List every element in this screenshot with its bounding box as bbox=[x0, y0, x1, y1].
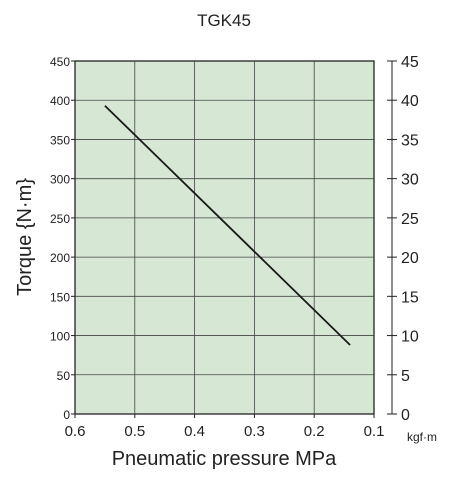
y-tick-label: 150 bbox=[50, 290, 70, 304]
x-tick-label: 0.4 bbox=[184, 423, 205, 440]
y2-tick-label: 45 bbox=[401, 54, 419, 71]
grid-lines bbox=[75, 61, 374, 414]
y2-tick-label: 0 bbox=[401, 407, 410, 424]
y2-tick-label: 35 bbox=[401, 132, 419, 149]
x-tick-label: 0.1 bbox=[364, 423, 385, 440]
x-tick-label: 0.6 bbox=[65, 423, 86, 440]
y2-tick-label: 30 bbox=[401, 172, 419, 189]
x-tick-label: 0.5 bbox=[124, 423, 145, 440]
secondary-y-axis-unit: kgf·m bbox=[407, 430, 437, 444]
y2-tick-label: 40 bbox=[401, 93, 419, 110]
x-axis-label: Pneumatic pressure MPa bbox=[112, 448, 337, 470]
y-tick-label: 50 bbox=[57, 369, 71, 383]
y-tick-label: 450 bbox=[50, 55, 70, 69]
plot-area bbox=[74, 60, 375, 415]
y-axis-ticks: 0 50 100 150 200 250 300 350 400 450 bbox=[50, 55, 75, 422]
series-layer bbox=[104, 105, 351, 346]
secondary-y-axis-ticks: 0 5 10 15 20 25 30 35 40 45 bbox=[387, 54, 419, 424]
y-axis-label: Torque {N·m} bbox=[14, 178, 36, 296]
y2-tick-label: 25 bbox=[401, 211, 419, 228]
y-tick-label: 350 bbox=[50, 133, 70, 147]
y-tick-label: 300 bbox=[50, 173, 70, 187]
y2-tick-label: 5 bbox=[401, 368, 410, 385]
y2-tick-label: 20 bbox=[401, 250, 419, 267]
chart-title: TGK45 bbox=[197, 11, 251, 30]
y-tick-label: 200 bbox=[50, 251, 70, 265]
y2-tick-label: 15 bbox=[401, 289, 419, 306]
y2-tick-label: 10 bbox=[401, 329, 419, 346]
x-axis-ticks: 0.6 0.5 0.4 0.3 0.2 0.1 bbox=[65, 414, 385, 440]
y-tick-label: 250 bbox=[50, 212, 70, 226]
torque-line bbox=[104, 105, 351, 346]
y-tick-label: 100 bbox=[50, 330, 70, 344]
y-tick-label: 0 bbox=[63, 408, 70, 422]
y-tick-label: 400 bbox=[50, 94, 70, 108]
x-tick-label: 0.2 bbox=[304, 423, 325, 440]
x-tick-label: 0.3 bbox=[244, 423, 265, 440]
